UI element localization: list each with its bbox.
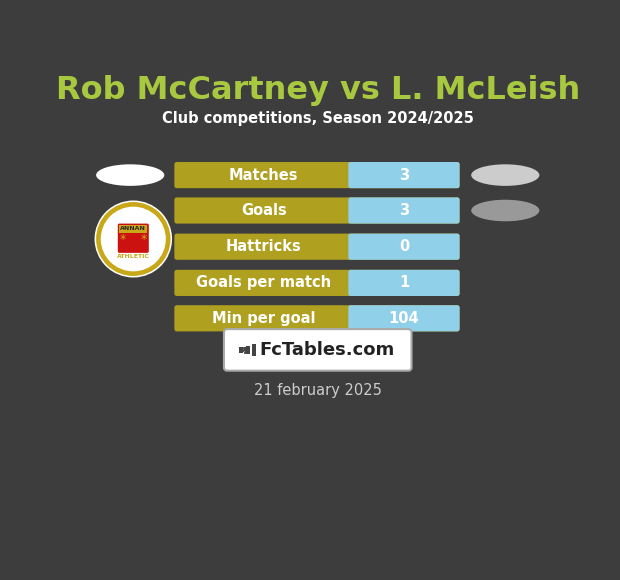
Bar bbox=[351, 307, 355, 329]
Text: 21 february 2025: 21 february 2025 bbox=[254, 383, 382, 398]
FancyBboxPatch shape bbox=[174, 197, 459, 224]
Circle shape bbox=[96, 202, 170, 276]
Circle shape bbox=[95, 201, 172, 277]
Text: *: * bbox=[119, 233, 126, 245]
FancyBboxPatch shape bbox=[118, 224, 149, 253]
Text: Club competitions, Season 2024/2025: Club competitions, Season 2024/2025 bbox=[162, 111, 474, 126]
Text: *: * bbox=[141, 233, 148, 245]
Bar bbox=[239, 347, 243, 353]
Text: Goals per match: Goals per match bbox=[196, 276, 331, 291]
FancyBboxPatch shape bbox=[174, 234, 459, 260]
FancyBboxPatch shape bbox=[174, 305, 459, 331]
Text: Min per goal: Min per goal bbox=[212, 311, 316, 326]
FancyBboxPatch shape bbox=[348, 234, 459, 260]
Bar bbox=[351, 236, 355, 258]
Text: Matches: Matches bbox=[229, 168, 298, 183]
Text: Rob McCartney vs L. McLeish: Rob McCartney vs L. McLeish bbox=[56, 75, 580, 106]
Text: Hattricks: Hattricks bbox=[226, 239, 301, 254]
Text: 1: 1 bbox=[399, 276, 409, 291]
FancyBboxPatch shape bbox=[224, 329, 412, 371]
Ellipse shape bbox=[96, 164, 164, 186]
Bar bbox=[246, 346, 249, 354]
FancyBboxPatch shape bbox=[348, 305, 459, 331]
FancyBboxPatch shape bbox=[348, 270, 459, 296]
Text: 3: 3 bbox=[399, 203, 409, 218]
Ellipse shape bbox=[471, 164, 539, 186]
Text: Goals: Goals bbox=[241, 203, 286, 218]
Text: ANNAN: ANNAN bbox=[120, 227, 146, 231]
FancyBboxPatch shape bbox=[174, 270, 459, 296]
Bar bbox=[351, 200, 355, 222]
Text: 3: 3 bbox=[399, 168, 409, 183]
Bar bbox=[252, 344, 255, 356]
Text: 0: 0 bbox=[399, 239, 409, 254]
Text: 104: 104 bbox=[389, 311, 419, 326]
Ellipse shape bbox=[471, 200, 539, 222]
Bar bbox=[119, 225, 148, 233]
Circle shape bbox=[100, 206, 166, 271]
Text: ATHLETIC: ATHLETIC bbox=[117, 254, 150, 259]
Bar bbox=[351, 164, 355, 186]
Text: FcTables.com: FcTables.com bbox=[259, 341, 395, 359]
FancyBboxPatch shape bbox=[348, 197, 459, 224]
Bar bbox=[351, 272, 355, 293]
FancyBboxPatch shape bbox=[348, 162, 459, 188]
FancyBboxPatch shape bbox=[174, 162, 459, 188]
